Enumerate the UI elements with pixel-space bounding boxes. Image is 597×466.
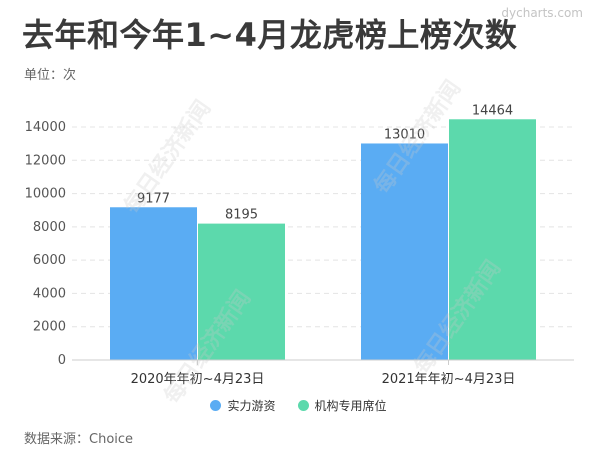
bars (110, 119, 536, 361)
legend-label-series1: 实力游资 (227, 399, 276, 413)
legend-label-series2: 机构专用席位 (314, 399, 387, 413)
y-tick-label-4: 8000 (33, 220, 66, 235)
x-tick-label-1: 2021年年初~4月23日 (382, 372, 516, 387)
legend-dot-series1 (210, 400, 222, 411)
y-tick-label-6: 12000 (25, 153, 66, 168)
legend-dot-series2 (297, 400, 309, 411)
legend-item-series1[interactable]: 实力游资 (210, 397, 276, 414)
y-tick-label-3: 6000 (33, 253, 66, 268)
bar-1-1[interactable] (449, 119, 536, 361)
x-axis-ticks: 2020年年初~4月23日 2021年年初~4月23日 (131, 360, 516, 387)
y-tick-label-5: 10000 (25, 187, 66, 202)
data-label-0-0: 9177 (137, 191, 170, 206)
data-label-0-1: 8195 (225, 208, 258, 223)
y-tick-label-2: 4000 (33, 286, 66, 301)
y-tick-label-0: 0 (58, 353, 66, 368)
y-tick-label-1: 2000 (33, 320, 66, 335)
data-labels: 9177 8195 13010 14464 (137, 103, 513, 222)
legend: 实力游资 机构专用席位 (0, 397, 597, 414)
data-label-1-1: 14464 (472, 103, 513, 118)
x-tick-label-0: 2020年年初~4月23日 (131, 372, 265, 387)
bar-0-0[interactable] (110, 207, 197, 360)
bar-0-1[interactable] (198, 223, 285, 360)
legend-item-series2[interactable]: 机构专用席位 (297, 397, 387, 414)
bar-1-0[interactable] (361, 143, 448, 360)
unit-label: 单位：次 (24, 68, 77, 83)
data-source: 数据来源：Choice (24, 432, 134, 447)
y-tick-label-7: 14000 (25, 120, 66, 135)
y-axis-ticks: 0 2000 4000 6000 8000 10000 12000 14000 (25, 120, 66, 368)
data-label-1-0: 13010 (384, 127, 425, 142)
brand-logo: dycharts.com (501, 6, 583, 20)
chart-title: 去年和今年1~4月龙虎榜上榜次数 (22, 16, 518, 54)
